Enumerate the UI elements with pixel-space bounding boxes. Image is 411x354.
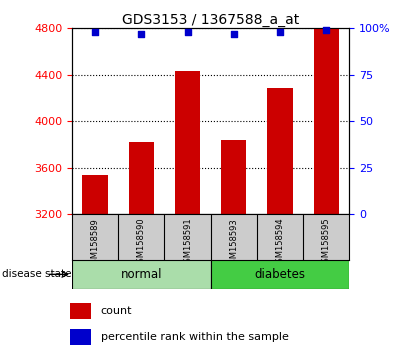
Bar: [314, 29, 339, 214]
Point: [92, 29, 98, 35]
Text: count: count: [101, 306, 132, 316]
Title: GDS3153 / 1367588_a_at: GDS3153 / 1367588_a_at: [122, 13, 299, 27]
Bar: [72, 260, 211, 289]
Point: [184, 29, 191, 35]
Bar: [70, 329, 90, 345]
Text: normal: normal: [120, 268, 162, 281]
Point: [277, 29, 283, 35]
Text: diabetes: diabetes: [254, 268, 305, 281]
Text: percentile rank within the sample: percentile rank within the sample: [101, 332, 289, 342]
Point: [138, 31, 145, 37]
Bar: [267, 87, 293, 214]
Text: disease state: disease state: [2, 269, 72, 279]
Bar: [129, 142, 154, 214]
Point: [231, 31, 237, 37]
Bar: [211, 260, 349, 289]
Point: [323, 27, 330, 33]
Text: GSM158590: GSM158590: [137, 218, 146, 268]
Text: GSM158589: GSM158589: [90, 218, 99, 269]
Bar: [221, 140, 247, 214]
Text: GSM158593: GSM158593: [229, 218, 238, 269]
Bar: [82, 175, 108, 214]
Text: GSM158595: GSM158595: [322, 218, 331, 268]
Bar: [70, 303, 90, 319]
Text: GSM158594: GSM158594: [275, 218, 284, 268]
Bar: [175, 71, 200, 214]
Text: GSM158591: GSM158591: [183, 218, 192, 268]
